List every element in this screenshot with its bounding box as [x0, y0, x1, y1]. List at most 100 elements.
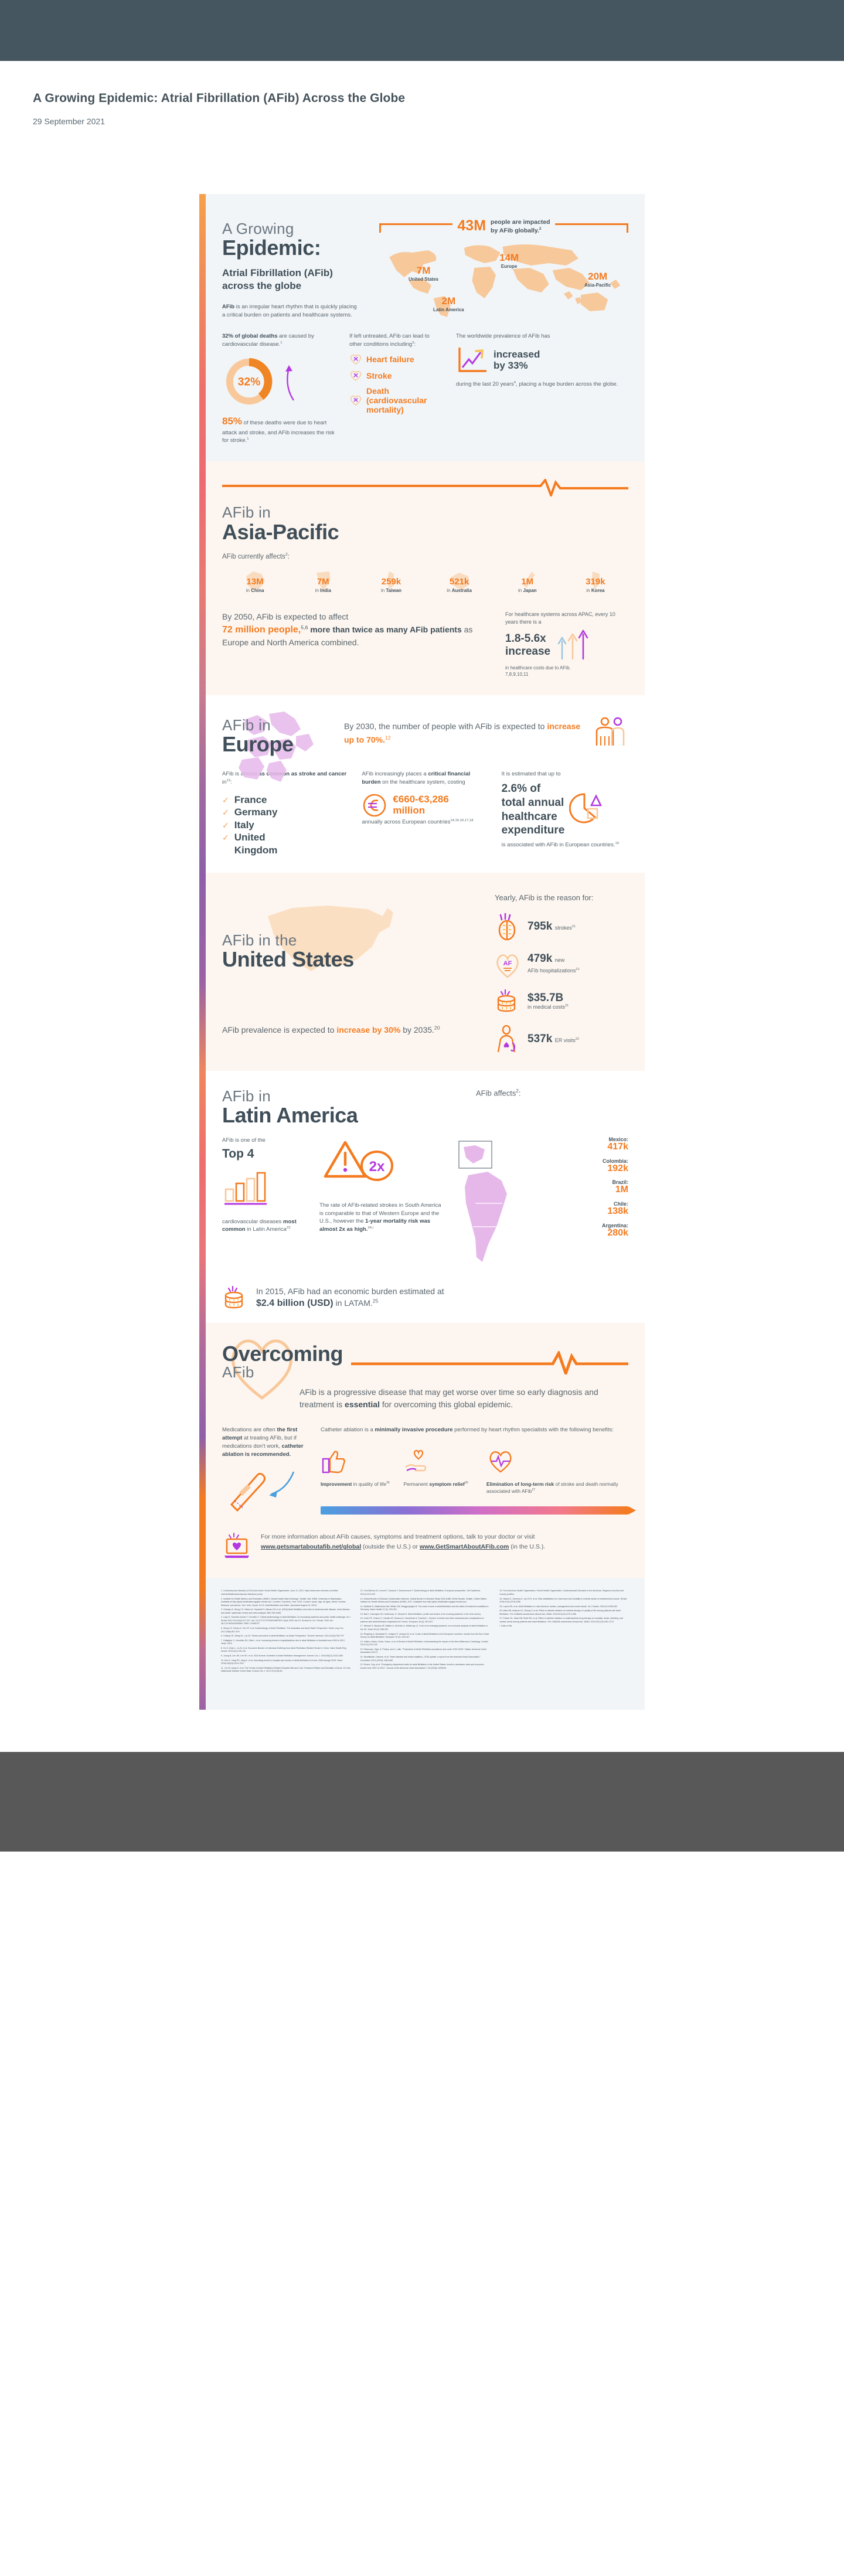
hand-heart-icon — [405, 1450, 427, 1472]
us-pre-title: AFib in the — [222, 931, 297, 950]
benefit-improvement: Improvement in quality of life26 — [321, 1449, 395, 1495]
apac-country-list: 13M in China 7M in India 259k in Taiwan … — [222, 568, 628, 593]
catheter-icon — [230, 1471, 295, 1512]
reference-item: 22. Rozen, Guy, et al. "Emergency depart… — [360, 1663, 484, 1669]
cvd-deaths-block: 32% of global deaths are caused by cardi… — [222, 332, 336, 445]
europe-title-block: AFib in Europe — [222, 712, 333, 782]
us-yearly-label: Yearly, AFib is the reason for: — [495, 893, 594, 903]
overcoming-title-block: Overcoming AFib — [222, 1339, 345, 1400]
latam-country-mexico: Mexico: 417k — [607, 1136, 628, 1152]
europe-projection: By 2030, the number of people with AFib … — [344, 722, 581, 744]
reference-item: 8. Hu S, Zhan L, Liu B, et al. Economic … — [221, 1646, 346, 1653]
latam-burden-text: In 2015, AFib had an economic burden est… — [256, 1286, 444, 1309]
warn-multiplier: 2x — [369, 1159, 385, 1175]
laptop-heart-icon — [224, 1533, 249, 1558]
check-icon: ✓ — [222, 808, 229, 818]
global-total-caption: people are impacted by AFib globally.2 — [491, 219, 550, 234]
prevalence-foot: during the last 20 years4, placing a hug… — [456, 381, 618, 388]
world-map: 7M United States 14M Europe 20M Asia-Pac… — [379, 237, 628, 319]
heart-x-icon — [350, 370, 362, 382]
reference-item: 10. Kim D, Yang PS, Jang E, et al. Incre… — [221, 1659, 343, 1665]
latam-pre-title: AFib in — [222, 1087, 271, 1105]
map-pin-asia-pacific: 20M Asia-Pacific — [584, 270, 611, 288]
heart-af-icon: AF — [496, 954, 519, 978]
check-icon: ✓ — [222, 820, 229, 830]
europe-country-uk-label: United Kingdom — [234, 832, 278, 856]
benefit-improvement-text: Improvement in quality of life26 — [321, 1481, 390, 1488]
europe-country-germany: ✓ Germany — [222, 807, 278, 818]
europe-burden-lead: AFib increasingly places a critical fina… — [362, 771, 471, 786]
reference-item: 2. Institute for Health Metrics and Eval… — [221, 1597, 346, 1607]
benefit-symptom-relief-text: Permanent symptom relief26 — [403, 1481, 468, 1488]
us-stat-hosp-caption: new AFib hospitalizations21 — [528, 957, 580, 974]
us-map-icon — [268, 906, 393, 972]
stat-32-text: 32% of global deaths are caused by cardi… — [222, 333, 314, 348]
timeline-arrow-icon — [628, 1506, 636, 1515]
treatment-timeline — [321, 1506, 636, 1515]
bracket-right — [554, 223, 628, 233]
reference-item: i. Data on file. — [499, 1625, 513, 1628]
taiwan-map-icon — [387, 571, 394, 590]
india-map-icon — [316, 571, 331, 592]
ecg-divider-overcoming — [351, 1343, 628, 1378]
reference-item: 26. Mark DB, Anstrom KJ, Sheng S, et al.… — [499, 1609, 621, 1615]
brain-icon — [498, 913, 516, 940]
overcoming-benefits-lead: Catheter ablation is a minimally invasiv… — [321, 1427, 614, 1434]
condition-heart-failure: Heart failure — [349, 353, 443, 365]
reference-item: 14. McBride D, Mattenklotz AM, Willich S… — [360, 1605, 489, 1611]
benefit-risk-elimination-text: Elimination of long-term risk of stroke … — [486, 1481, 618, 1495]
reference-item: 7. Gallagher C, Hendriks JM, Giles L, et… — [221, 1639, 345, 1645]
overcoming-medications-text: Medications are often the first attempt … — [222, 1426, 311, 1515]
bar-chart-icon — [224, 1172, 267, 1205]
reference-item: 4. Lippi G, Sanchis-Gomar F, Cervellin G… — [221, 1616, 350, 1625]
europe-country-uk: ✓ United Kingdom — [222, 831, 349, 856]
page-top-bar — [0, 0, 844, 61]
gradient-rail — [199, 194, 206, 1710]
donut-chart-icon: 32% — [226, 358, 273, 405]
latam-top4-value: Top 4 — [222, 1146, 254, 1161]
intro-bold: AFib — [222, 303, 235, 310]
reference-item: 18. Ringborg A, Nieuwlaat R, Lindgren P,… — [360, 1632, 489, 1639]
reference-item: 15. Ball J, Carrington MJ, McMurray JJ, … — [360, 1612, 481, 1615]
apac-pre-title: AFib in — [222, 503, 271, 522]
latam-country-colombia: Colombia: 192k — [603, 1158, 628, 1173]
cta-link-us[interactable]: www.GetSmartAboutAFib.com — [419, 1543, 509, 1551]
svg-text:AF: AF — [503, 960, 512, 967]
europe-common-block: AFib is almost as common as stroke and c… — [222, 770, 349, 856]
heart-x-icon — [350, 395, 362, 406]
europe-burden-block: AFib increasingly places a critical fina… — [362, 770, 488, 856]
apac-main-title: Asia-Pacific — [222, 519, 339, 544]
intro-rest: is an irregular heart rhythm that is qui… — [222, 303, 357, 319]
europe-country-italy: ✓ Italy — [222, 819, 254, 831]
europe-exp-foot: is associated with AFib in European coun… — [501, 842, 620, 849]
latam-affects-label: AFib affects2: — [476, 1088, 521, 1097]
check-icon: ✓ — [222, 795, 229, 805]
latam-warning-block: 2x The rate of AFib-related strokes in S… — [319, 1136, 443, 1271]
europe-common-lead: AFib is almost as common as stroke and c… — [222, 771, 347, 786]
reference-item: 3. Odutayo A, Wong CX, Hsiao AJ, Hopewel… — [221, 1608, 350, 1614]
section-global: A Growing Epidemic: Atrial Fibrillation … — [206, 194, 645, 462]
europe-burden-foot: annually across European countries14,15,… — [362, 818, 474, 825]
reference-item: 16. Cotte FE, Chaize G, Gaudin AF, Samso… — [360, 1617, 484, 1623]
reference-item: 20. Kiliszczyk, Olga, D. Phelps, and A. … — [360, 1648, 486, 1654]
overcoming-main-title: Overcoming — [222, 1341, 343, 1366]
stat-85-text: 85% of these deaths were due to heart at… — [222, 415, 335, 444]
references-block: 1. Cardiovascular diseases (CVDs) fact s… — [206, 1578, 645, 1710]
reference-item: 19. Vallera, Maria, Costa, Grace, et al.… — [360, 1640, 489, 1646]
japan-map-icon — [523, 571, 535, 588]
apac-country-taiwan: 259k in Taiwan — [358, 568, 424, 593]
global-total-number: 43M — [457, 217, 486, 234]
europe-burden-amount: €660-€3,286 million — [393, 794, 449, 816]
references-column-3: 23. Pan American Health Organization / W… — [499, 1590, 629, 1674]
section-latin-america: AFib in Latin America AFib affects2: AFi… — [206, 1070, 645, 1323]
heart-x-icon — [350, 354, 362, 365]
condition-death: Death (cardiovascular mortality) — [349, 386, 443, 414]
references-column-1: 1. Cardiovascular diseases (CVDs) fact s… — [221, 1590, 351, 1674]
latam-burden-block: In 2015, AFib had an economic burden est… — [222, 1284, 628, 1312]
us-stat-er-visits: 537k ER visits22 — [495, 1025, 628, 1053]
reference-item: 13. Global Burden of Disease Collaborati… — [360, 1597, 487, 1604]
cta-link-global[interactable]: www.getsmartaboutafib.net/global — [261, 1543, 362, 1551]
apac-country-india: 7M in India — [290, 568, 356, 593]
us-stat-hospitalizations: AF 479k new AFib hospitalizations21 — [495, 950, 628, 978]
global-banner: 43M people are impacted by AFib globally.… — [379, 219, 628, 235]
